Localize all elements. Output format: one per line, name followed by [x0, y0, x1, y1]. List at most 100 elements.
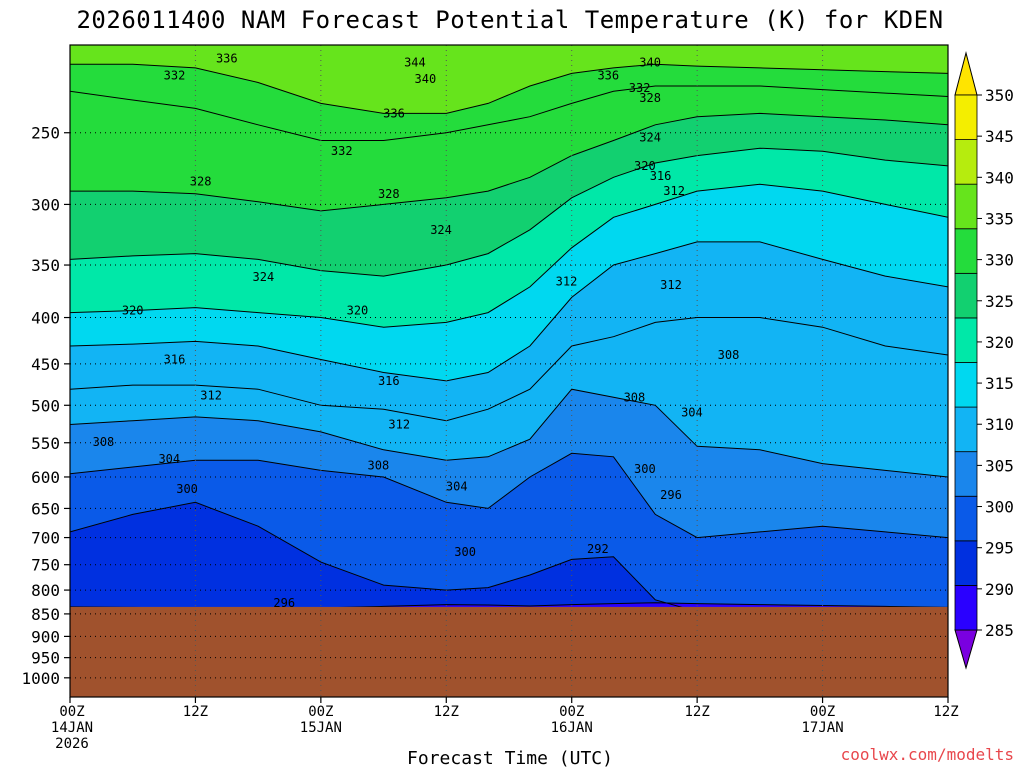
contour-label: 308 — [718, 348, 740, 362]
contour-label: 336 — [216, 52, 238, 66]
chart-title: 2026011400 NAM Forecast Potential Temper… — [76, 6, 943, 34]
isentrope-324 — [70, 147, 948, 277]
y-tick-label: 850 — [31, 605, 60, 624]
x-tick-label: 17JAN — [801, 720, 843, 736]
y-tick-label: 550 — [31, 434, 60, 453]
colorbar-swatch — [954, 317, 978, 363]
contour-label: 316 — [164, 352, 186, 366]
contour-label: 320 — [634, 159, 656, 173]
colorbar-swatch — [954, 406, 978, 453]
grid-lines — [70, 45, 948, 697]
contour-label: 328 — [378, 187, 400, 201]
theta-band-328 — [70, 86, 948, 211]
isentrope-304 — [70, 452, 948, 539]
colorbar-label: 290 — [985, 580, 1014, 599]
colorbar-swatch — [954, 139, 978, 185]
isentrope-320 — [70, 183, 948, 328]
contour-label: 344 — [404, 55, 426, 69]
theta-band-304 — [70, 389, 948, 538]
x-tick-label: 14JAN — [51, 720, 93, 736]
colorbar-swatch — [954, 183, 978, 230]
contour-label: 312 — [388, 417, 410, 431]
y-tick-label: 400 — [31, 309, 60, 328]
x-tick-label: 12Z — [183, 704, 208, 720]
colorbar-label: 320 — [985, 333, 1014, 352]
contour-label: 300 — [634, 462, 656, 476]
theta-band-308 — [70, 317, 948, 477]
colorbar-swatch — [954, 362, 978, 408]
contour-label: 292 — [587, 542, 609, 556]
contour-label: 308 — [93, 435, 115, 449]
contour-label: 296 — [273, 596, 295, 610]
colorbar-label: 325 — [985, 292, 1014, 311]
colorbar-label: 345 — [985, 127, 1014, 146]
y-tick-label: 1000 — [21, 669, 60, 688]
x-tick-label: 12Z — [434, 704, 459, 720]
contour-label: 340 — [639, 55, 661, 69]
credit-text: coolwx.com/modelts — [841, 745, 1014, 764]
contour-label: 332 — [629, 81, 651, 95]
contour-label: 320 — [347, 304, 369, 318]
x-tick-label: 00Z — [59, 704, 84, 720]
y-tick-label: 700 — [31, 529, 60, 548]
isentrope-328 — [70, 112, 948, 212]
isentrope-332 — [70, 85, 948, 141]
contour-label: 324 — [639, 130, 661, 144]
y-tick-label: 600 — [31, 468, 60, 487]
theta-band-312 — [70, 241, 948, 421]
y-tick-label: 500 — [31, 396, 60, 415]
y-tick-label: 900 — [31, 627, 60, 646]
contour-label: 336 — [383, 106, 405, 120]
x-axis-label: Forecast Time (UTC) — [407, 748, 613, 768]
contour-label: 316 — [650, 169, 672, 183]
theta-band-316 — [70, 184, 948, 381]
contour-label: 296 — [660, 488, 682, 502]
colorbar-label: 300 — [985, 498, 1014, 517]
y-tick-label: 800 — [31, 581, 60, 600]
y-tick-label: 650 — [31, 499, 60, 518]
x-tick-label: 16JAN — [551, 720, 593, 736]
contour-label: 304 — [158, 452, 180, 466]
x-tick-label: 00Z — [810, 704, 835, 720]
theta-band-324 — [70, 113, 948, 277]
contour-label: 328 — [190, 174, 212, 188]
x-tick-label: 2026 — [55, 736, 89, 752]
contour-label: 304 — [681, 405, 703, 419]
contour-label: 312 — [200, 389, 222, 403]
theta-band-332 — [70, 64, 948, 141]
colorbar-label: 315 — [985, 374, 1014, 393]
colorbar-swatch — [954, 228, 978, 274]
y-tick-label: 350 — [31, 256, 60, 275]
terrain-surface — [70, 606, 948, 697]
colorbar-swatch — [954, 94, 978, 140]
colorbar-label: 340 — [985, 168, 1014, 187]
contour-label: 300 — [454, 545, 476, 559]
colorbar-label: 285 — [985, 621, 1014, 640]
theta-band-320 — [70, 148, 948, 328]
y-tick-label: 450 — [31, 355, 60, 374]
plot-frame — [69, 44, 949, 698]
contour-label: 308 — [624, 390, 646, 404]
isentrope-336 — [70, 63, 948, 114]
x-tick-label: 12Z — [684, 704, 709, 720]
contour-label: 312 — [556, 275, 578, 289]
contour-label: 316 — [378, 374, 400, 388]
colorbar-swatch — [954, 272, 978, 319]
colorbar-label: 350 — [985, 86, 1014, 105]
theta-band-336 — [70, 45, 948, 114]
contour-label: 324 — [253, 270, 275, 284]
contour-label: 328 — [639, 91, 661, 105]
colorbar-swatch — [954, 495, 978, 542]
colorbar-label: 310 — [985, 415, 1014, 434]
colorbar-swatch — [954, 585, 978, 631]
theta-band-296 — [70, 502, 948, 614]
colorbar-legend: 350 345 340 335 330 325 320 315 310 305 300 295 290 2… — [954, 51, 1014, 670]
y-tick-label: 750 — [31, 556, 60, 575]
x-tick-label: 00Z — [559, 704, 584, 720]
contour-label: 312 — [660, 278, 682, 292]
contour-label: 320 — [122, 304, 144, 318]
contour-label: 332 — [164, 68, 186, 82]
